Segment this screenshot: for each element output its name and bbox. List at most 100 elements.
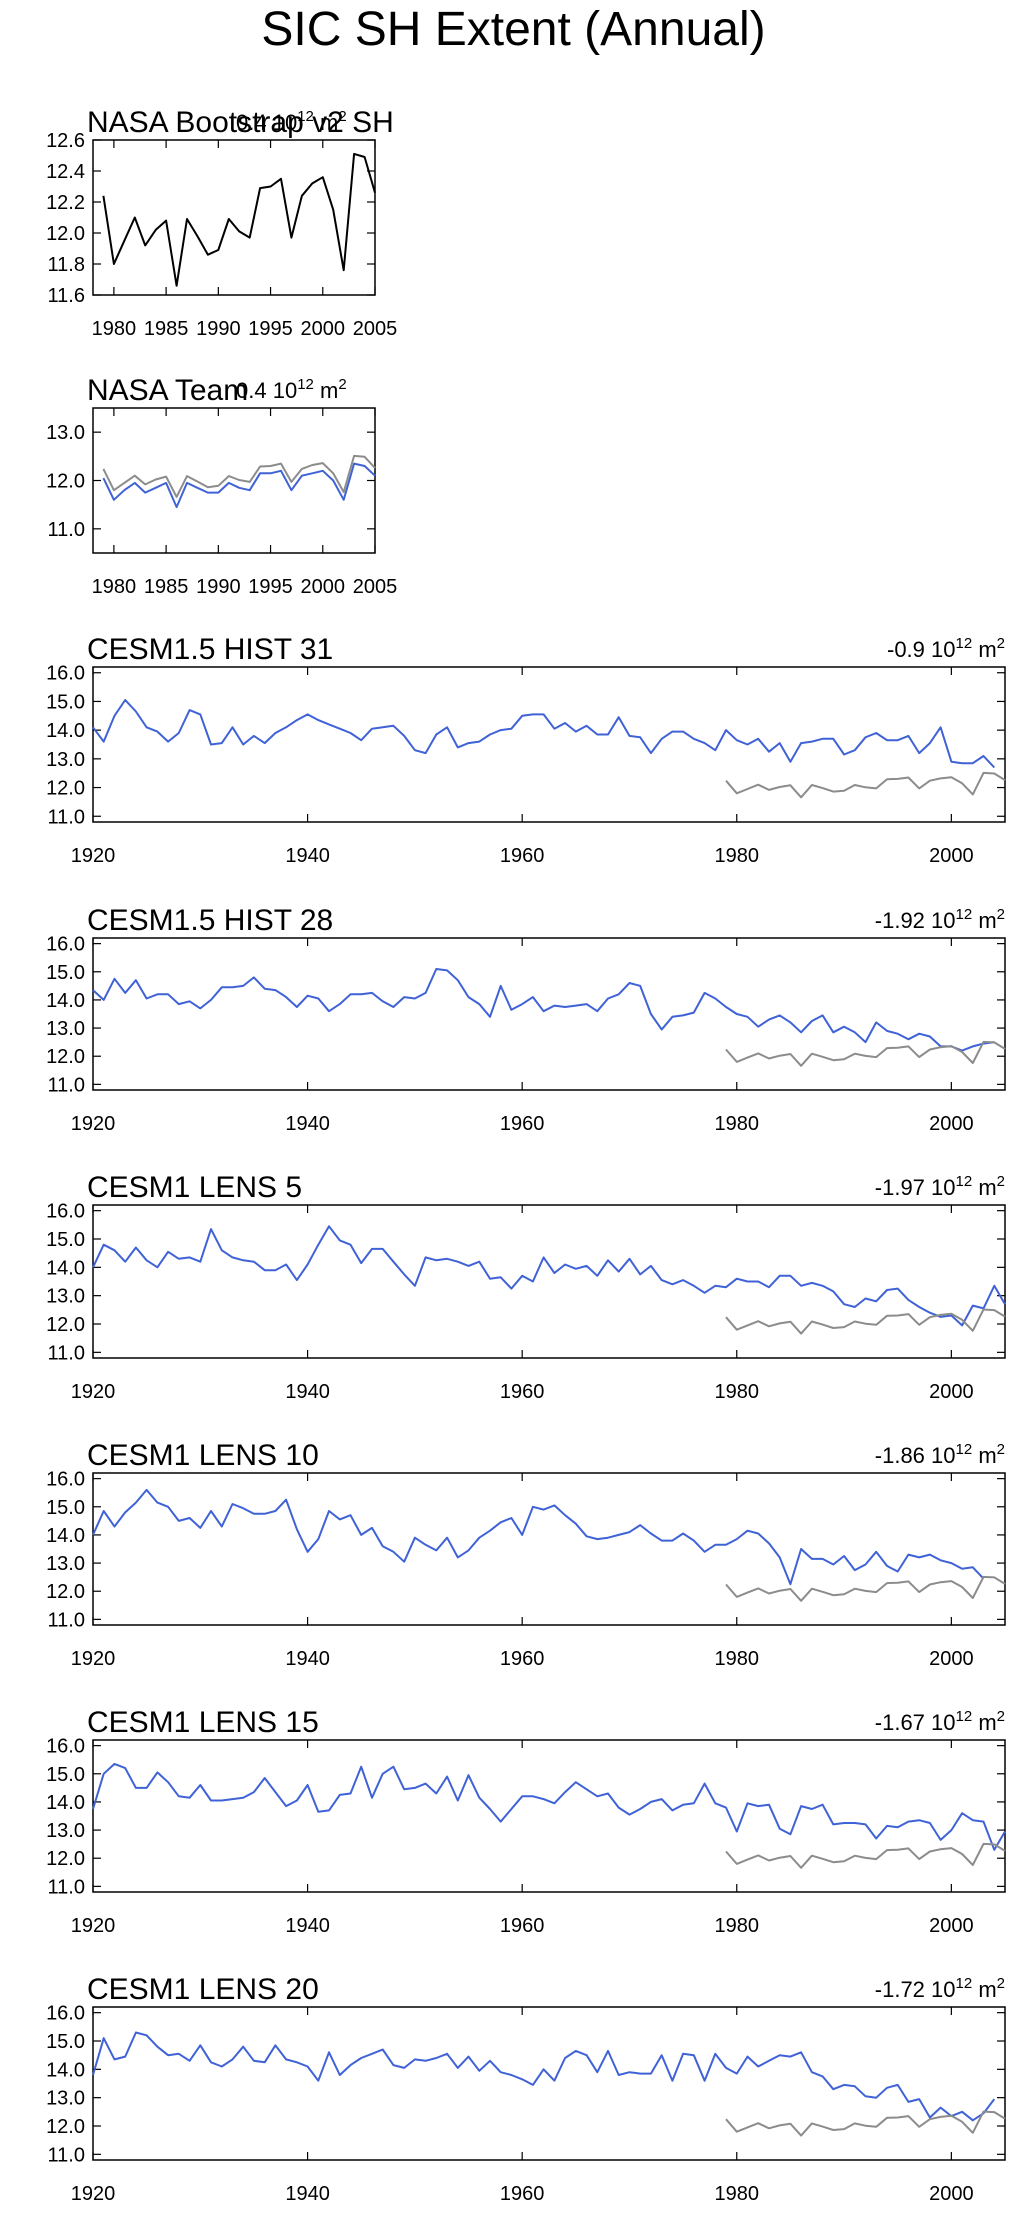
x-tick-label: 2000 (929, 1648, 974, 1670)
y-tick-label: 13.0 (46, 749, 85, 771)
panel-title: CESM1.5 HIST 28 (87, 904, 333, 937)
x-tick-label: 1985 (144, 318, 189, 340)
y-tick-label: 11.0 (48, 806, 85, 828)
panel-8: 11.0 12.0 13.0 14.0 15.0 16.0 1920 1940 1960 1980… (46, 1973, 1006, 2205)
y-tick-label: 11.0 (48, 519, 85, 541)
y-tick-label: 11.6 (48, 285, 85, 307)
series-line-nasa-bootstrap-v2-sh (725, 1575, 1006, 1602)
x-tick-label: 1980 (92, 576, 137, 598)
x-tick-label: 1940 (285, 2183, 330, 2205)
y-tick-label: 11.0 (48, 1876, 85, 1898)
x-tick-label: 2000 (929, 1915, 974, 1937)
y-tick-label: 14.0 (46, 2059, 85, 2081)
panel-5: 11.0 12.0 13.0 14.0 15.0 16.0 1920 1940 1960 1980… (46, 1171, 1006, 1403)
y-tick-label: 12.0 (46, 471, 85, 493)
y-tick-label: 11.0 (48, 1342, 85, 1364)
plot-frame (92, 2006, 1006, 2161)
panel-6: 11.0 12.0 13.0 14.0 15.0 16.0 1920 1940 1960 1980… (46, 1439, 1006, 1670)
y-tick-label: 11.0 (48, 2144, 85, 2166)
y-tick-label: 15.0 (46, 1229, 85, 1251)
y-tick-label: 14.0 (46, 720, 85, 742)
trend-label: 0.4 1012 m2 (236, 108, 347, 135)
trend-label: -1.97 1012 m2 (875, 1173, 1005, 1200)
y-tick-label: 11.8 (48, 254, 85, 276)
y-tick-label: 16.0 (46, 2003, 85, 2025)
y-tick-label: 14.0 (46, 990, 85, 1012)
x-tick-label: 1980 (92, 318, 137, 340)
y-tick-label: 12.0 (46, 1046, 85, 1068)
x-tick-label: 1980 (715, 1648, 760, 1670)
y-tick-label: 14.0 (46, 1792, 85, 1814)
y-tick-label: 12.0 (46, 1848, 85, 1870)
x-tick-label: 1940 (285, 1381, 330, 1403)
x-tick-label: 1920 (71, 2183, 116, 2205)
panel-7: 11.0 12.0 13.0 14.0 15.0 16.0 1920 1940 1960 1980… (46, 1706, 1006, 1937)
series-line-cesm1-5-hist-31 (92, 699, 996, 769)
y-tick-label: 11.0 (48, 1609, 85, 1631)
x-tick-label: 2000 (929, 845, 974, 867)
x-tick-label: 2005 (353, 318, 398, 340)
x-tick-label: 1995 (248, 318, 293, 340)
panel-title: NASA Bootstrap v2 SH (87, 106, 394, 139)
plot-frame (92, 666, 1006, 823)
x-tick-label: 1940 (285, 845, 330, 867)
series-line-cesm1-lens-20 (92, 2031, 996, 2122)
x-tick-label: 2000 (929, 1113, 974, 1135)
panel-1: 11.6 11.8 12.0 12.2 12.4 12.6 1980 1985 1990 1995… (46, 106, 397, 340)
y-tick-label: 15.0 (46, 1764, 85, 1786)
x-tick-label: 2000 (301, 576, 346, 598)
y-tick-label: 12.6 (46, 130, 85, 152)
panel-2: 11.0 12.0 13.0 1980 1985 1990 1995 2000 2005 NASA… (46, 374, 397, 598)
x-tick-label: 1920 (71, 1648, 116, 1670)
panel-title: CESM1 LENS 10 (87, 1439, 319, 1472)
x-tick-label: 1940 (285, 1915, 330, 1937)
y-tick-label: 12.0 (46, 778, 85, 800)
y-tick-label: 11.0 (48, 1074, 85, 1096)
x-tick-label: 1980 (715, 845, 760, 867)
plot-frame (92, 937, 1006, 1091)
x-tick-label: 1960 (500, 1113, 545, 1135)
series-line-nasa-team (102, 462, 376, 509)
x-tick-label: 1980 (715, 1381, 760, 1403)
x-tick-label: 1920 (71, 845, 116, 867)
figure-title: SIC SH Extent (Annual) (261, 3, 766, 56)
y-tick-label: 15.0 (46, 2031, 85, 2053)
y-tick-label: 14.0 (46, 1525, 85, 1547)
series-line-nasa-bootstrap-v2-sh (725, 1308, 1006, 1335)
trend-label: -1.67 1012 m2 (875, 1708, 1005, 1735)
plot-frame (92, 1739, 1006, 1893)
x-tick-label: 1960 (500, 845, 545, 867)
x-tick-label: 1990 (196, 318, 241, 340)
y-tick-label: 16.0 (46, 1736, 85, 1758)
series-line-nasa-bootstrap-v2-sh (102, 152, 376, 287)
trend-label: -1.86 1012 m2 (875, 1441, 1005, 1468)
trend-label: -1.72 1012 m2 (875, 1975, 1005, 2002)
y-tick-label: 13.0 (46, 1286, 85, 1308)
series-line-cesm1-lens-15 (92, 1762, 1006, 1851)
y-tick-label: 13.0 (46, 1018, 85, 1040)
series-line-cesm1-lens-5 (92, 1225, 1006, 1327)
x-tick-label: 2000 (929, 1381, 974, 1403)
trend-label: -0.9 1012 m2 (887, 635, 1005, 662)
y-tick-label: 15.0 (46, 1497, 85, 1519)
plot-frame (92, 1472, 1006, 1626)
panel-4: 11.0 12.0 13.0 14.0 15.0 16.0 1920 1940 1960 1980… (46, 904, 1006, 1135)
y-tick-label: 12.0 (46, 1581, 85, 1603)
x-tick-label: 1980 (715, 1113, 760, 1135)
x-tick-label: 1960 (500, 1381, 545, 1403)
series-line-nasa-bootstrap-v2-sh (725, 1040, 1006, 1067)
trend-label: -1.92 1012 m2 (875, 906, 1005, 933)
x-tick-label: 1960 (500, 1915, 545, 1937)
y-tick-label: 13.0 (46, 2088, 85, 2110)
y-tick-label: 14.0 (46, 1257, 85, 1279)
y-tick-label: 13.0 (46, 1553, 85, 1575)
y-tick-label: 15.0 (46, 962, 85, 984)
x-tick-label: 2000 (929, 2183, 974, 2205)
x-tick-label: 1980 (715, 2183, 760, 2205)
series-line-nasa-bootstrap-v2-sh (102, 454, 376, 498)
series-line-cesm1-5-hist-28 (92, 968, 995, 1052)
panel-title: CESM1 LENS 5 (87, 1171, 302, 1204)
panel-title: CESM1 LENS 15 (87, 1706, 319, 1739)
series-line-nasa-bootstrap-v2-sh (725, 2110, 1006, 2137)
x-tick-label: 1940 (285, 1113, 330, 1135)
